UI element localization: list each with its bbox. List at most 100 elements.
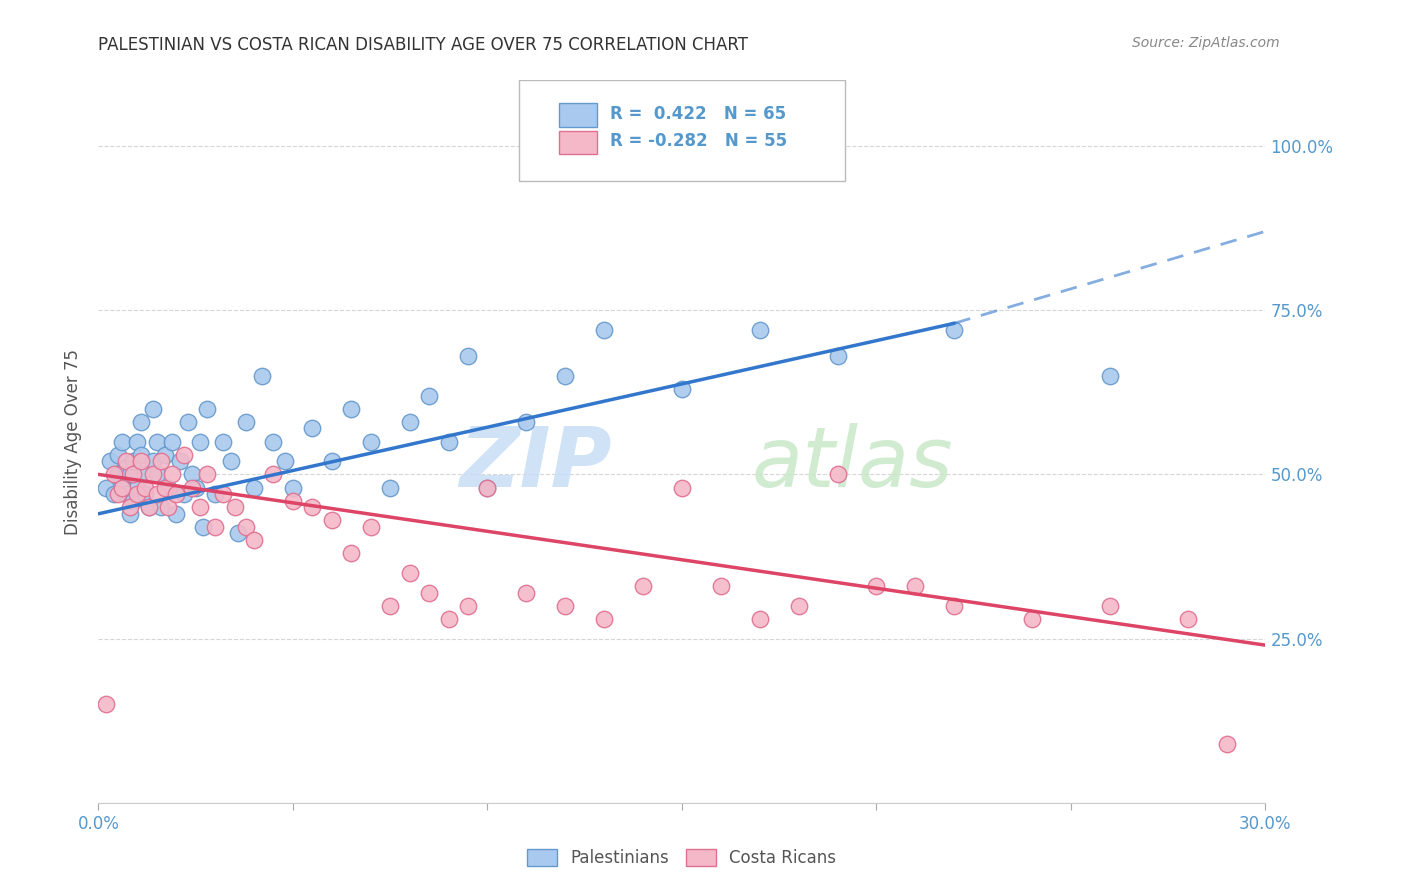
Point [418, 388, 440, 402]
Point [593, 612, 616, 626]
Point [212, 434, 235, 449]
Point [1177, 612, 1199, 626]
Point [122, 493, 145, 508]
Point [129, 415, 152, 429]
Point [118, 467, 141, 482]
Point [114, 487, 136, 501]
Point [710, 579, 733, 593]
Point [149, 500, 172, 515]
Point [127, 434, 149, 449]
Point [118, 507, 141, 521]
Bar [560, 131, 596, 154]
Point [380, 481, 402, 495]
Point [195, 401, 218, 416]
Text: Source: ZipAtlas.com: Source: ZipAtlas.com [1132, 36, 1279, 50]
Point [142, 467, 165, 482]
Point [301, 421, 323, 435]
Point [114, 454, 136, 468]
Point [228, 526, 250, 541]
Point [477, 481, 499, 495]
Point [219, 454, 242, 468]
Point [748, 612, 770, 626]
Text: R = -0.282   N = 55: R = -0.282 N = 55 [610, 132, 787, 150]
Point [904, 579, 927, 593]
Point [146, 487, 169, 501]
Point [138, 500, 160, 515]
Point [243, 533, 266, 547]
Point [281, 493, 304, 508]
Point [274, 454, 297, 468]
Point [111, 434, 134, 449]
Point [107, 487, 129, 501]
Point [180, 481, 202, 495]
Point [593, 323, 616, 337]
Point [107, 448, 129, 462]
Point [787, 599, 810, 613]
Point [827, 467, 849, 482]
Point [262, 467, 284, 482]
Point [98, 454, 121, 468]
Point [631, 579, 654, 593]
Point [281, 481, 304, 495]
Point [142, 454, 165, 468]
Point [437, 434, 460, 449]
Point [943, 323, 966, 337]
Point [127, 487, 149, 501]
Point [134, 487, 156, 501]
Point [134, 467, 156, 482]
Text: R =  0.422   N = 65: R = 0.422 N = 65 [610, 104, 786, 122]
Point [107, 467, 129, 482]
Point [1021, 612, 1043, 626]
Y-axis label: Disability Age Over 75: Disability Age Over 75 [65, 349, 83, 534]
Point [184, 481, 207, 495]
Point [865, 579, 887, 593]
Point [671, 481, 693, 495]
Point [103, 467, 125, 482]
Point [165, 507, 187, 521]
Point [748, 323, 770, 337]
Point [180, 467, 202, 482]
Point [173, 487, 195, 501]
Point [301, 500, 323, 515]
Point [398, 415, 420, 429]
Text: PALESTINIAN VS COSTA RICAN DISABILITY AGE OVER 75 CORRELATION CHART: PALESTINIAN VS COSTA RICAN DISABILITY AG… [98, 36, 748, 54]
Point [162, 467, 184, 482]
Point [138, 500, 160, 515]
Point [671, 382, 693, 396]
Point [111, 474, 134, 488]
Point [146, 467, 169, 482]
Point [177, 415, 200, 429]
Point [235, 520, 257, 534]
Bar [560, 103, 596, 127]
Point [1098, 599, 1121, 613]
Point [1215, 737, 1237, 751]
Point [224, 500, 246, 515]
Point [142, 401, 165, 416]
Point [204, 487, 226, 501]
Point [235, 415, 257, 429]
Point [157, 481, 180, 495]
Point [340, 401, 363, 416]
Point [212, 487, 235, 501]
Point [262, 434, 284, 449]
Point [127, 481, 149, 495]
Point [1098, 368, 1121, 383]
Point [118, 500, 141, 515]
Point [554, 599, 576, 613]
Point [122, 467, 145, 482]
Point [250, 368, 273, 383]
Point [146, 434, 169, 449]
Point [515, 415, 537, 429]
Point [437, 612, 460, 626]
Point [153, 481, 176, 495]
Point [129, 448, 152, 462]
Point [122, 454, 145, 468]
Point [188, 500, 211, 515]
Point [321, 454, 343, 468]
Text: atlas: atlas [752, 423, 953, 504]
Point [111, 481, 134, 495]
Point [149, 454, 172, 468]
Point [340, 546, 363, 560]
Point [418, 585, 440, 599]
FancyBboxPatch shape [519, 80, 845, 181]
